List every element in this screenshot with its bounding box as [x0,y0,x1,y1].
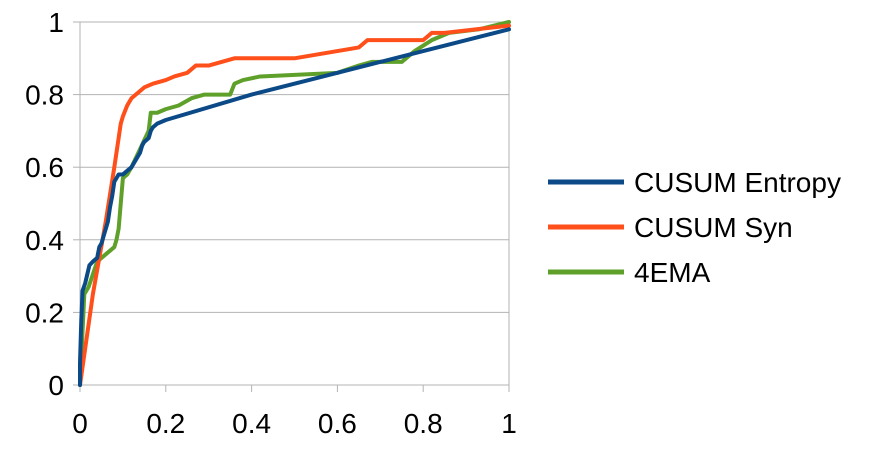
x-tick-label-4: 0.8 [404,408,443,439]
legend-label-cusum-entropy: CUSUM Entropy [634,167,841,198]
gridlines [80,21,509,313]
tick-labels: 0 0.2 0.4 0.6 0.8 1 0 0.2 0.4 0.6 0.8 1 [25,7,517,439]
series-line-cusum-syn [78,23,511,387]
legend-label-cusum-syn: CUSUM Syn [634,212,793,243]
x-tick-label-1: 0.2 [146,408,185,439]
series-line-cusum-entropy [78,27,511,387]
series-line-4ema [78,20,511,387]
x-tick-label-0: 0 [72,408,88,439]
series-lines [78,20,511,387]
y-tick-label-1: 0.2 [25,297,64,328]
y-tick-label-2: 0.4 [25,225,64,256]
legend-label-4ema: 4EMA [634,257,711,288]
y-tick-label-0: 0 [48,370,64,401]
y-tick-label-4: 0.8 [25,80,64,111]
legend: CUSUM Entropy CUSUM Syn 4EMA [548,167,841,288]
y-tick-label-5: 1 [48,7,64,38]
x-tick-label-5: 1 [501,408,517,439]
x-tick-label-2: 0.4 [232,408,271,439]
y-tick-label-3: 0.6 [25,152,64,183]
axes [73,21,510,392]
x-tick-label-3: 0.6 [318,408,357,439]
